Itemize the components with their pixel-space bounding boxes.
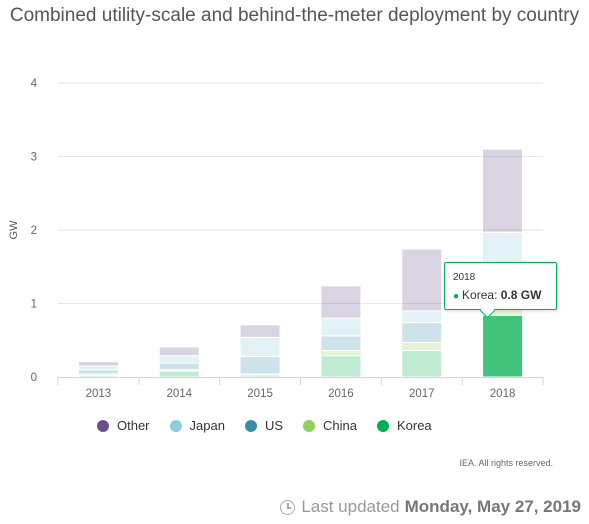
last-updated: Last updated Monday, May 27, 2019 <box>280 497 581 517</box>
bar-us-2017[interactable] <box>401 322 443 343</box>
bar-us-2016[interactable] <box>320 335 362 352</box>
legend-item-china[interactable]: China <box>303 418 357 433</box>
legend-item-japan[interactable]: Japan <box>169 418 225 433</box>
bar-us-2014[interactable] <box>158 362 200 371</box>
x-tick-label: 2018 <box>490 388 516 400</box>
bar-japan-2017[interactable] <box>401 310 443 324</box>
x-tick-label: 2017 <box>409 388 435 400</box>
y-tick-label: 4 <box>31 78 38 90</box>
tooltip-series: Korea <box>462 288 495 302</box>
legend: Other Japan US China Korea <box>97 418 452 433</box>
legend-label: Japan <box>189 418 225 433</box>
x-tick-label: 2015 <box>247 388 273 400</box>
legend-label: US <box>264 418 283 433</box>
clock-icon <box>280 499 296 515</box>
legend-label: China <box>323 418 357 433</box>
bar-korea-2018[interactable] <box>482 314 524 378</box>
bar-other-2016[interactable] <box>320 285 362 319</box>
y-tick-label: 2 <box>31 225 37 237</box>
bar-japan-2013[interactable] <box>77 365 119 371</box>
legend-item-us[interactable]: US <box>244 418 283 433</box>
x-tick-label: 2013 <box>86 388 112 400</box>
bar-us-2013[interactable] <box>77 369 119 375</box>
legend-dot-icon <box>303 419 315 432</box>
bar-japan-2018[interactable] <box>482 231 524 263</box>
legend-dot-icon <box>244 419 257 432</box>
bar-japan-2015[interactable] <box>239 336 281 357</box>
bar-japan-2014[interactable] <box>158 355 200 364</box>
bar-other-2014[interactable] <box>158 346 200 357</box>
credits[interactable]: IEA. All rights reserved. <box>459 458 553 468</box>
last-updated-prefix: Last updated <box>301 497 400 516</box>
tooltip-value: 0.8 GW <box>500 288 542 302</box>
legend-item-korea[interactable]: Korea <box>376 418 432 433</box>
x-tick-label: 2016 <box>328 388 354 400</box>
tooltip-bullet-icon: ● <box>453 291 460 302</box>
bar-japan-2016[interactable] <box>320 317 362 337</box>
bar-other-2013[interactable] <box>77 361 119 367</box>
tooltip-body: ● Korea: 0.8 GW <box>453 288 542 302</box>
y-tick-label: 3 <box>31 152 37 164</box>
legend-dot-icon <box>376 419 389 432</box>
bar-korea-2017[interactable] <box>401 350 443 378</box>
legend-item-other[interactable]: Other <box>97 418 150 433</box>
legend-label: Other <box>117 418 150 433</box>
tooltip-header: 2018 <box>453 272 476 283</box>
y-axis-ticks: 0 1 2 3 4 <box>31 78 38 384</box>
bar-korea-2014[interactable] <box>158 370 200 378</box>
tooltip: 2018 ● Korea: 0.8 GW <box>444 262 557 310</box>
y-tick-label: 0 <box>31 372 37 384</box>
legend-label: Korea <box>396 418 432 433</box>
chart-title: Combined utility-scale and behind-the-me… <box>9 5 580 26</box>
bar-korea-2016[interactable] <box>320 355 362 378</box>
x-tick-label: 2014 <box>166 388 192 400</box>
bar-other-2015[interactable] <box>239 324 281 338</box>
last-updated-date: Monday, May 27, 2019 <box>404 497 581 516</box>
bar-other-2017[interactable] <box>401 248 443 312</box>
bar-china-2017[interactable] <box>401 341 443 352</box>
chart-plot: 0 1 2 3 4 GW 2013 2014 2015 2016 2017 2018 <box>8 78 544 400</box>
x-axis-ticks: 2013 2014 2015 2016 2017 2018 <box>57 377 544 400</box>
legend-dot-icon <box>97 419 109 432</box>
y-axis-label: GW <box>8 220 20 240</box>
y-tick-label: 1 <box>31 299 37 311</box>
bar-other-2018[interactable] <box>482 148 524 233</box>
legend-dot-icon <box>169 419 182 432</box>
bar-china-2016[interactable] <box>320 350 362 357</box>
bar-us-2015[interactable] <box>239 355 281 375</box>
